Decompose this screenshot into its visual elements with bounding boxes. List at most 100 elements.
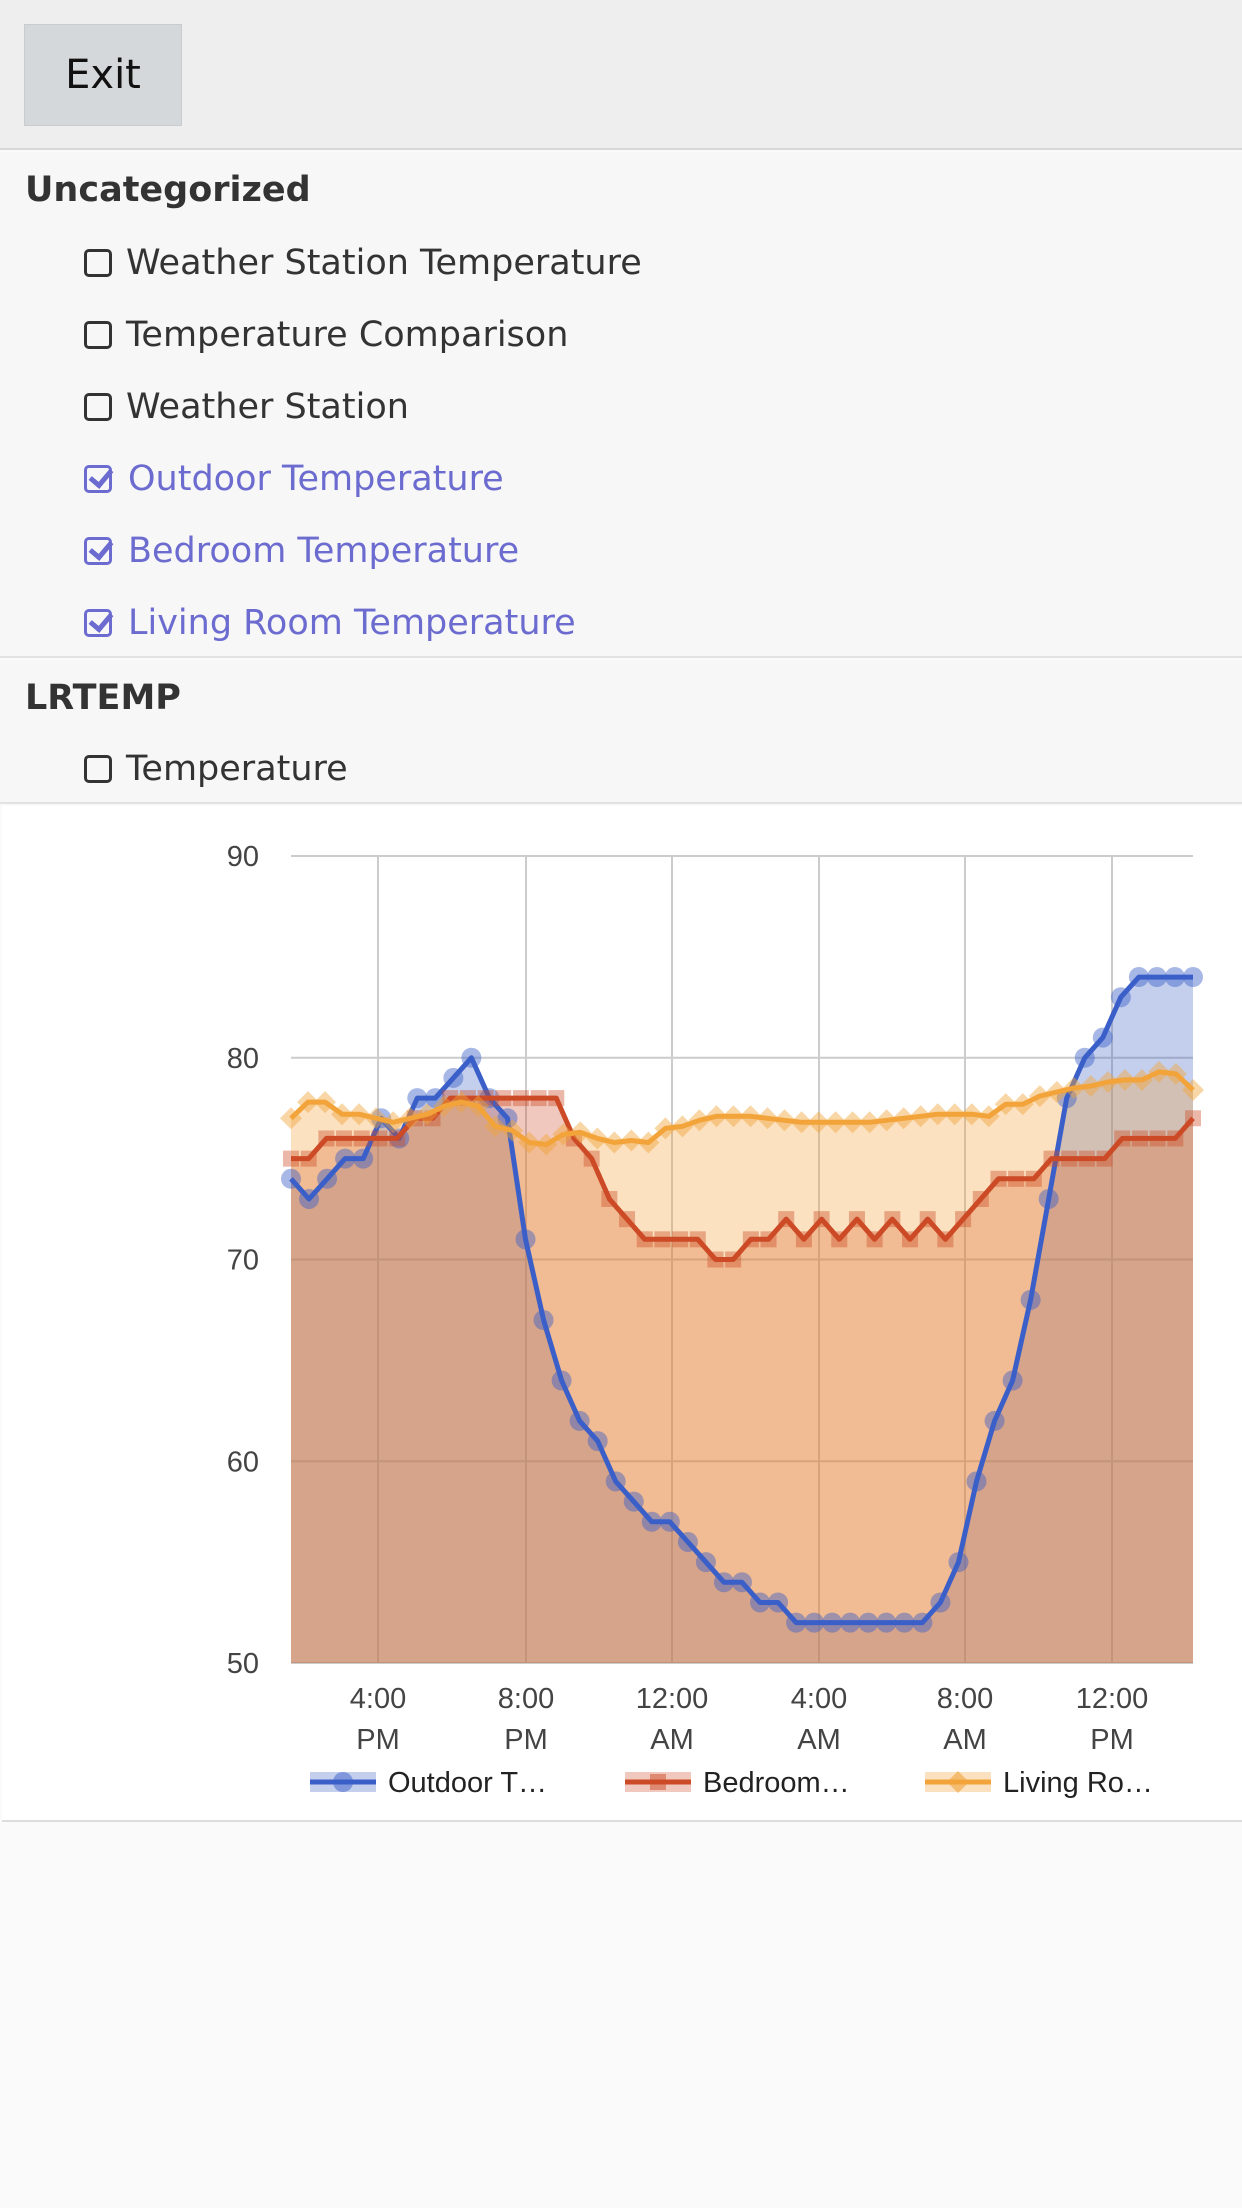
data-point	[1131, 1130, 1148, 1147]
x-tick-label: 8:00	[937, 1683, 993, 1715]
data-point	[477, 1090, 494, 1107]
data-point	[623, 1491, 644, 1512]
checkbox-checked-icon[interactable]	[84, 537, 112, 565]
data-point	[605, 1471, 626, 1492]
graph-item-label: Weather Station	[126, 387, 409, 427]
data-point	[756, 1107, 779, 1130]
data-point	[926, 1103, 949, 1126]
data-point	[535, 1133, 558, 1156]
data-point	[1167, 1130, 1184, 1147]
data-point	[1038, 1188, 1059, 1209]
legend-label: Bedroom…	[703, 1767, 850, 1799]
data-point	[659, 1511, 680, 1532]
data-point	[786, 1612, 807, 1633]
data-point	[281, 1168, 301, 1189]
data-point	[583, 1150, 600, 1167]
data-point	[1096, 1150, 1113, 1167]
graph-item-outdoor-temperature[interactable]: Outdoor Temperature	[84, 453, 504, 505]
graph-item-temperature[interactable]: Temperature	[84, 743, 348, 795]
data-point	[299, 1188, 320, 1209]
data-point	[813, 1211, 830, 1228]
data-point	[831, 1231, 848, 1248]
data-point	[795, 1231, 812, 1248]
data-point	[586, 1127, 609, 1150]
y-tick-label: 90	[227, 841, 259, 873]
data-point	[443, 1067, 464, 1088]
graph-item-temperature-comparison[interactable]: Temperature Comparison	[84, 309, 568, 361]
graph-item-bedroom-temperature[interactable]: Bedroom Temperature	[84, 525, 519, 577]
data-point	[407, 1088, 428, 1109]
data-point	[677, 1531, 698, 1552]
data-point	[671, 1115, 694, 1138]
data-point	[297, 1091, 320, 1114]
checkbox-unchecked-icon[interactable]	[84, 321, 112, 349]
data-point	[467, 1095, 490, 1118]
data-point	[552, 1123, 575, 1146]
data-point	[1028, 1085, 1051, 1108]
legend-marker	[333, 1772, 353, 1792]
checkbox-unchecked-icon[interactable]	[84, 249, 112, 277]
data-point	[603, 1131, 626, 1154]
checkbox-checked-icon[interactable]	[84, 465, 112, 493]
data-point	[433, 1095, 456, 1118]
group-title: Uncategorized	[25, 170, 311, 210]
data-point	[892, 1107, 915, 1130]
data-point	[601, 1190, 618, 1207]
data-point	[314, 1091, 337, 1114]
series-area	[291, 977, 1193, 1663]
data-point	[1008, 1170, 1025, 1187]
data-point	[695, 1552, 716, 1573]
data-point	[1185, 1110, 1201, 1127]
data-point	[1164, 1062, 1187, 1085]
x-tick-label: AM	[943, 1724, 987, 1756]
x-tick-label: 8:00	[498, 1683, 554, 1715]
data-point	[688, 1109, 711, 1132]
data-point	[569, 1410, 590, 1431]
data-point	[790, 1111, 813, 1134]
data-point	[824, 1111, 847, 1134]
data-point	[884, 1211, 901, 1228]
data-point	[336, 1130, 353, 1147]
data-point	[773, 1109, 796, 1132]
data-point	[335, 1148, 356, 1169]
data-point	[966, 1471, 987, 1492]
graph-item-label: Bedroom Temperature	[128, 531, 520, 571]
data-point	[1079, 1074, 1102, 1097]
data-point	[672, 1231, 689, 1248]
data-point	[530, 1090, 547, 1107]
graph-item-weather-station-temperature[interactable]: Weather Station Temperature	[84, 237, 642, 289]
temperature-chart: 90 80 70 60 50 4:00 PM 8:00 PM 12:00 AM 4:00 AM 8:00 A…	[227, 841, 1204, 1799]
data-point	[778, 1211, 795, 1228]
x-tick-label: PM	[356, 1724, 400, 1756]
data-point	[894, 1612, 915, 1633]
data-point	[280, 1107, 302, 1130]
checkbox-unchecked-icon[interactable]	[84, 755, 112, 783]
exit-button[interactable]: Exit	[24, 24, 182, 126]
checkbox-unchecked-icon[interactable]	[84, 393, 112, 421]
data-point	[994, 1093, 1017, 1116]
data-point	[912, 1612, 933, 1633]
graph-item-weather-station[interactable]: Weather Station	[84, 381, 409, 433]
data-point	[960, 1103, 983, 1126]
data-point	[875, 1109, 898, 1132]
group-uncategorized: Uncategorized Weather Station Temperatur…	[0, 152, 1242, 658]
graph-item-label: Temperature	[126, 749, 348, 789]
x-tick-label: 12:00	[1076, 1683, 1149, 1715]
graph-item-living-room-temperature[interactable]: Living Room Temperature	[84, 597, 576, 649]
data-point	[1020, 1289, 1041, 1310]
empty-area	[2, 1824, 1242, 2208]
data-point	[1043, 1150, 1060, 1167]
data-point	[399, 1107, 422, 1130]
data-point	[955, 1211, 972, 1228]
data-point	[919, 1211, 936, 1228]
data-point	[620, 1129, 643, 1152]
checkbox-checked-icon[interactable]	[84, 609, 112, 637]
data-point	[972, 1190, 989, 1207]
graph-item-label: Temperature Comparison	[126, 315, 569, 355]
x-tick-label: 12:00	[636, 1683, 709, 1715]
data-point	[348, 1103, 371, 1126]
data-point	[619, 1211, 636, 1228]
data-point	[840, 1612, 861, 1633]
data-point	[742, 1231, 759, 1248]
data-point	[548, 1090, 565, 1107]
